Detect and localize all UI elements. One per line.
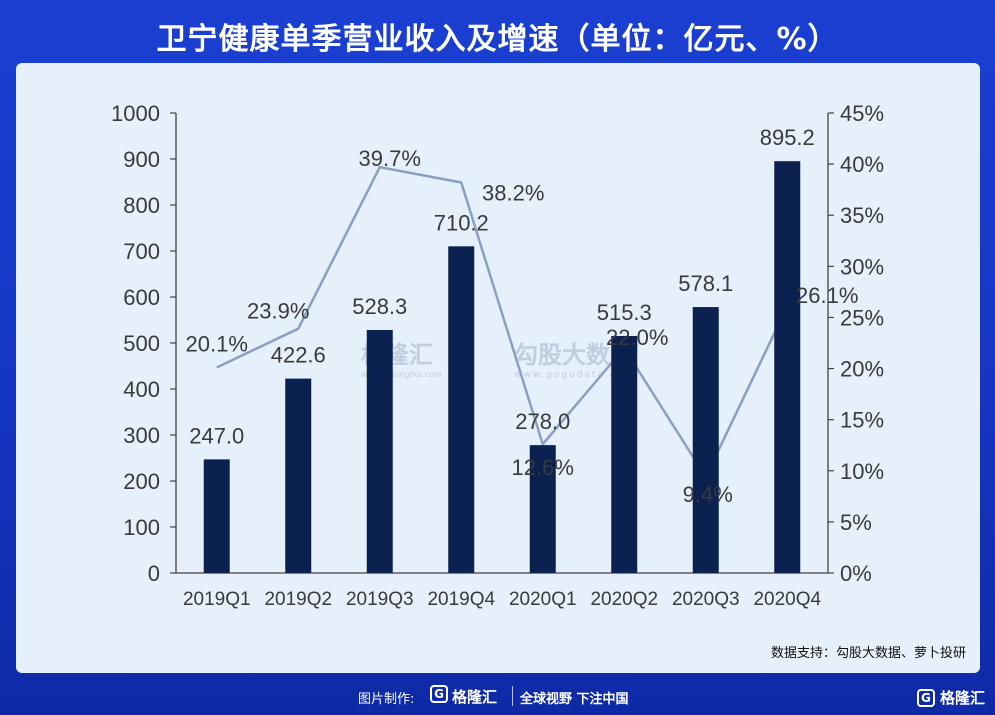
footer-made-by: 图片制作:: [358, 692, 415, 707]
watermark-left-url: www.gelonghui.com: [361, 370, 442, 379]
y-left-tick-label: 800: [123, 193, 160, 218]
y-right-tick-label: 0%: [840, 561, 872, 586]
y-right-tick-label: 5%: [840, 510, 872, 535]
y-right-tick-label: 10%: [840, 459, 884, 484]
revenue-bar-label: 895.2: [760, 125, 815, 150]
watermark-right-url: www.gogudata.com: [514, 370, 636, 380]
revenue-bar-label: 578.1: [678, 271, 733, 296]
y-left-tick-label: 700: [123, 239, 160, 264]
y-right-tick-label: 25%: [840, 305, 884, 330]
x-tick-label: 2020Q3: [672, 589, 740, 610]
data-source: 数据支持：勾股大数据、萝卜投研: [770, 646, 966, 661]
footer-brand: 格隆汇: [452, 688, 498, 706]
revenue-bar: [203, 459, 230, 573]
y-right-tick-label: 15%: [840, 408, 884, 433]
x-tick-label: 2019Q4: [427, 589, 495, 610]
y-left-tick-label: 400: [123, 377, 160, 402]
x-tick-label: 2020Q4: [753, 589, 821, 610]
corner-brand: 格隆汇: [939, 689, 985, 707]
y-left-tick-label: 200: [123, 469, 160, 494]
chart-title: 卫宁健康单季营业收入及增速（单位：亿元、%）: [156, 22, 839, 57]
x-tick-label: 2019Q1: [183, 589, 251, 610]
revenue-bar: [448, 246, 475, 574]
corner-logo: G 格隆汇: [916, 687, 985, 708]
growth-rate-label: 12.6%: [512, 455, 574, 480]
revenue-bar-label: 710.2: [434, 210, 489, 235]
y-right-tick-label: 30%: [840, 254, 884, 279]
revenue-bar: [366, 329, 393, 573]
y-right-tick-label: 40%: [840, 152, 884, 177]
revenue-bar: [285, 378, 312, 573]
revenue-bar: [692, 307, 719, 573]
growth-rate-label: 20.1%: [186, 332, 248, 357]
x-tick-label: 2019Q3: [346, 589, 414, 610]
combo-chart: 0 100 200 300 400 500 600 700 800 900 1000 0% 5% 10% 1…: [111, 101, 884, 610]
revenue-bar-label: 528.3: [352, 294, 407, 319]
x-tick-label: 2019Q2: [264, 589, 332, 610]
corner-logo-icon: G: [916, 688, 935, 707]
y-left-tick-label: 500: [123, 331, 160, 356]
footer-logo-icon: G: [430, 685, 448, 703]
watermark-right-brand: 勾股大数: [514, 341, 610, 369]
revenue-bar-label: 247.0: [189, 423, 244, 448]
watermark-logo-right: 勾股大数 www.gogudata.com: [514, 335, 635, 380]
y-left-tick-label: 1000: [111, 101, 160, 126]
growth-rate-label: 23.9%: [247, 299, 309, 324]
revenue-bar-label: 515.3: [597, 300, 652, 325]
y-left-tick-label: 0: [148, 561, 160, 586]
revenue-bar: [529, 445, 556, 573]
y-right-tick-label: 20%: [840, 357, 884, 382]
x-tick-label: 2020Q1: [509, 589, 577, 610]
revenue-bar: [611, 335, 638, 573]
growth-rate-label: 22.0%: [606, 325, 668, 350]
growth-rate-line: [216, 165, 789, 479]
growth-rate-label: 26.1%: [796, 283, 858, 308]
y-left-tick-label: 600: [123, 285, 160, 310]
y-right-tick-label: 35%: [840, 203, 884, 228]
footer-slogan: 全球视野 下注中国: [520, 692, 629, 707]
chart-card: 格隆汇 www.gelonghui.com 勾股大数 www.gogudata.…: [16, 63, 980, 673]
revenue-bar-label: 422.6: [271, 343, 326, 368]
x-tick-label: 2020Q2: [590, 589, 658, 610]
revenue-bar-label: 278.0: [515, 409, 570, 434]
growth-rate-label: 39.7%: [359, 146, 421, 171]
y-left-tick-label: 300: [123, 423, 160, 448]
footer-bar: 图片制作: G 格隆汇 全球视野 下注中国: [0, 680, 995, 715]
y-left-tick-label: 100: [123, 515, 160, 540]
y-right-tick-label: 45%: [840, 101, 884, 126]
footer-divider: [512, 686, 513, 706]
growth-rate-label: 38.2%: [482, 181, 544, 206]
revenue-bar: [774, 161, 801, 573]
growth-rate-label: 9.4%: [683, 482, 733, 507]
y-left-tick-label: 900: [123, 147, 160, 172]
